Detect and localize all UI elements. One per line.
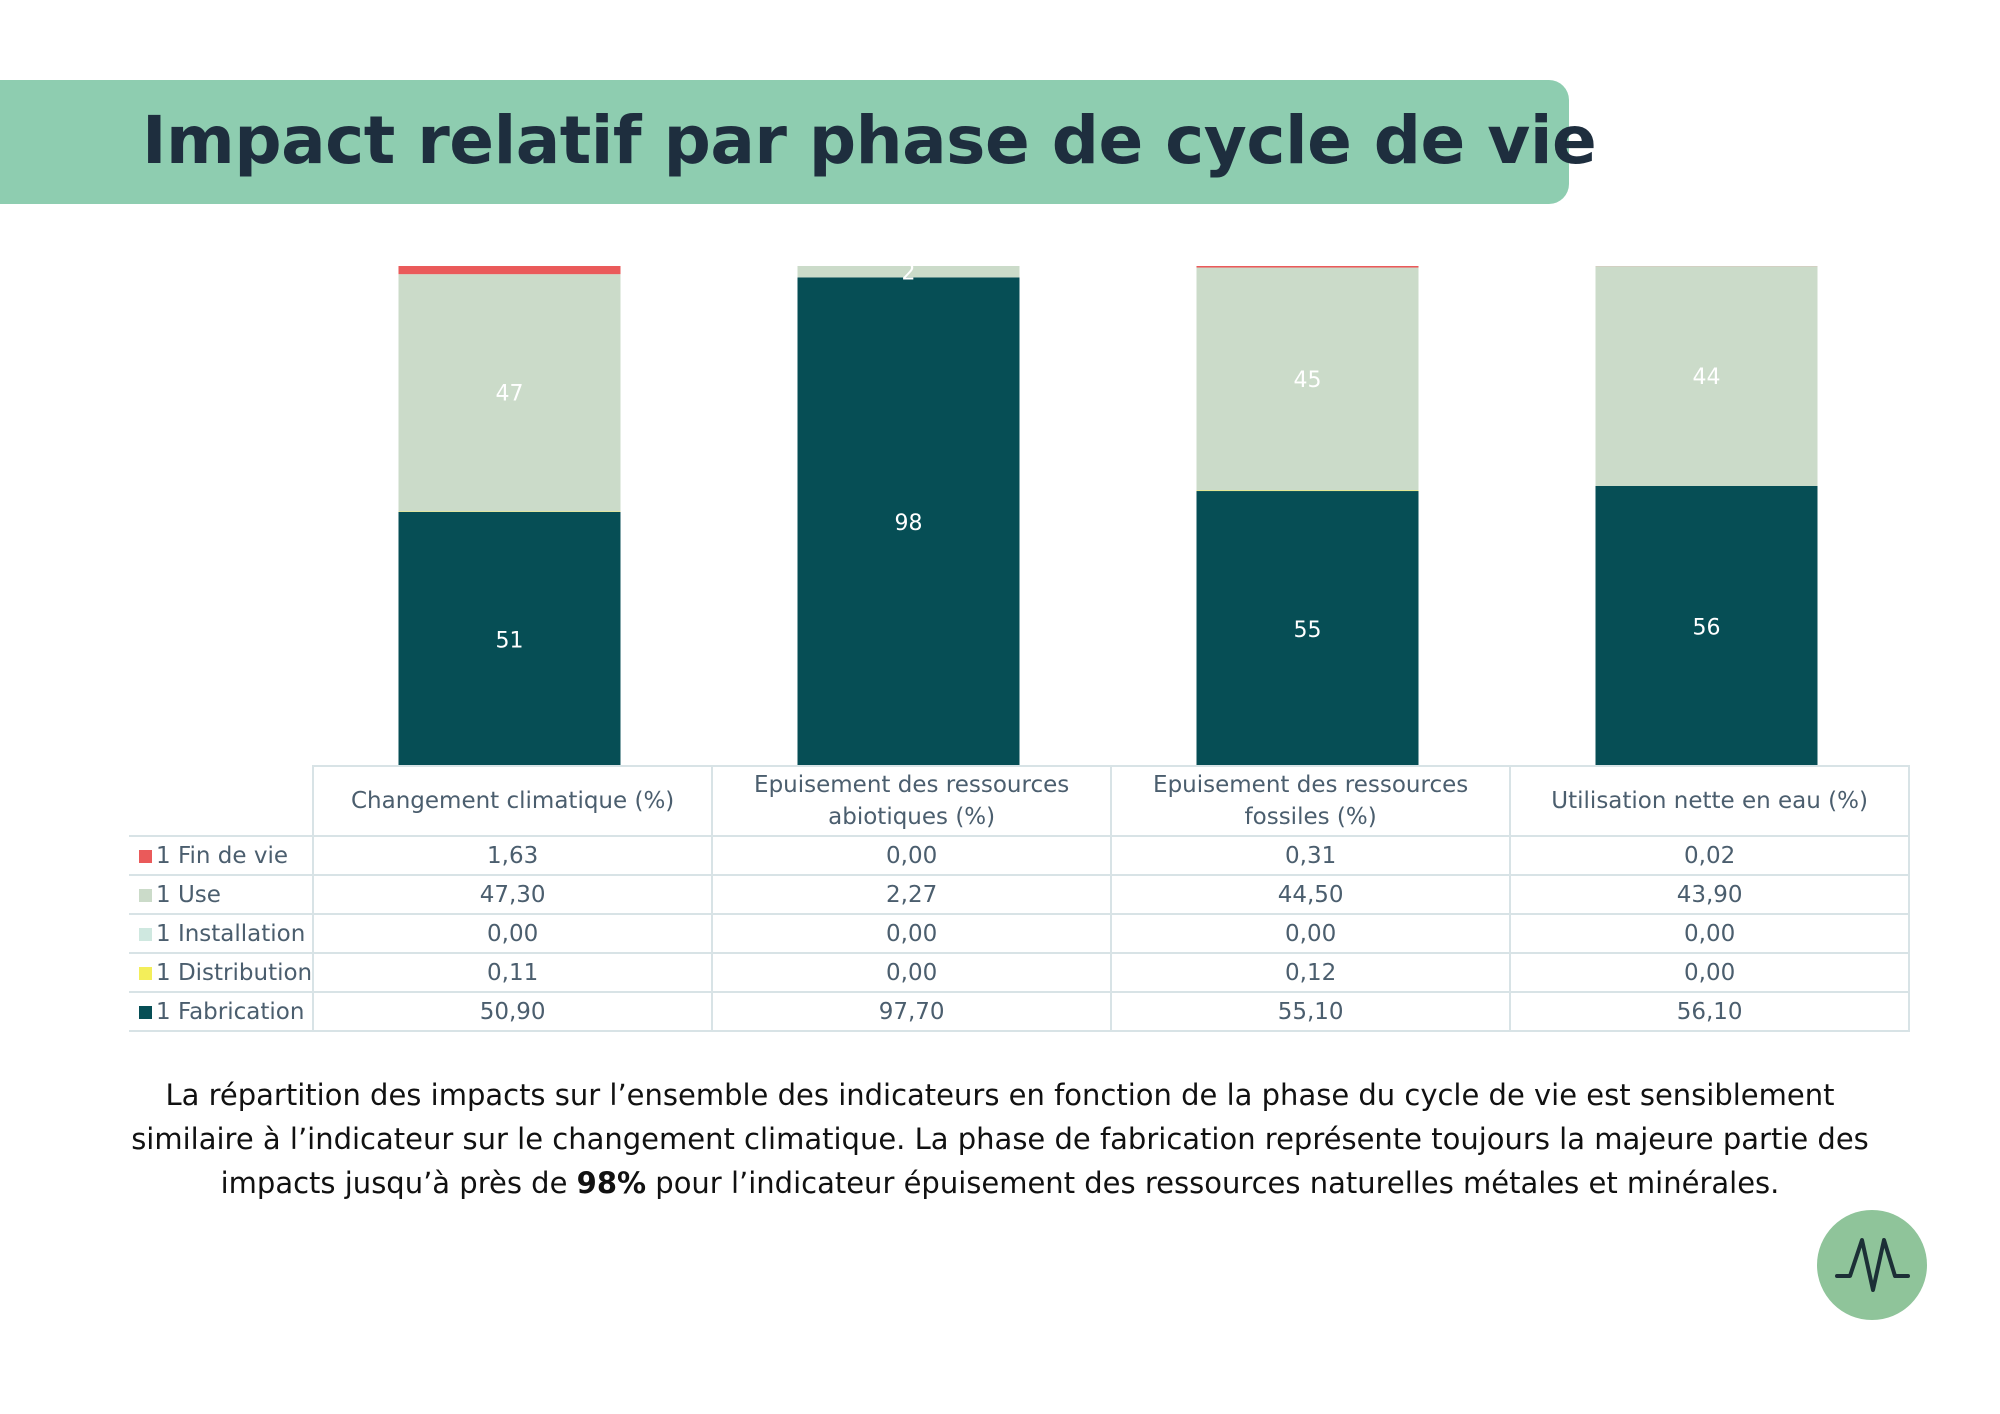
bar-segment — [398, 511, 621, 767]
legend-swatch — [139, 927, 152, 941]
bar-segment — [1196, 267, 1419, 491]
table-row: 1 Fabrication 50,90 97,70 55,10 56,10 — [129, 991, 1911, 1032]
legend-swatch — [139, 966, 152, 980]
column-header: Changement climatique (%) — [312, 765, 714, 837]
table-cell: 97,70 — [711, 991, 1113, 1032]
table-cell: 50,90 — [312, 991, 714, 1032]
table-row: 1 Fin de vie 1,63 0,00 0,31 0,02 — [129, 835, 1911, 876]
data-label: 55 — [1294, 618, 1322, 643]
table-cell: 0,02 — [1509, 835, 1911, 876]
legend-label: 1 Distribution — [156, 959, 313, 986]
legend-swatch — [139, 849, 152, 863]
bar-segment — [1196, 266, 1419, 268]
data-label: 44 — [1693, 365, 1721, 390]
data-label: 47 — [496, 382, 524, 407]
column-header: Epuisement des ressources fossiles (%) — [1110, 765, 1512, 837]
legend-entry: 1 Fabrication — [129, 991, 315, 1032]
logo-mark-icon — [1817, 1210, 1927, 1320]
legend-entry: 1 Fin de vie — [129, 835, 315, 876]
bar-segment — [398, 274, 621, 512]
data-label: 98 — [895, 511, 923, 536]
legend-entry: 1 Distribution — [129, 952, 315, 993]
bar-segment — [1595, 485, 1818, 767]
table-cell: 44,50 — [1110, 874, 1512, 915]
data-label: 51 — [496, 628, 524, 653]
table-cell: 55,10 — [1110, 991, 1512, 1032]
bar-segment — [398, 511, 621, 512]
table-cell: 0,00 — [312, 913, 714, 954]
chart-data-table: Changement climatique (%) Epuisement des… — [129, 765, 1911, 1032]
legend-entry: 1 Use — [129, 874, 315, 915]
legend-label: 1 Installation — [156, 920, 306, 947]
table-cell: 2,27 — [711, 874, 1113, 915]
table-cell: 0,00 — [711, 952, 1113, 993]
table-cell: 56,10 — [1509, 991, 1911, 1032]
title-banner: Impact relatif par phase de cycle de vie — [0, 80, 1597, 204]
data-label: 2 — [902, 261, 916, 286]
table-cell: 0,00 — [1509, 913, 1911, 954]
table-cell: 0,00 — [711, 835, 1113, 876]
page-title: Impact relatif par phase de cycle de vie — [142, 102, 1597, 179]
table-cell: 47,30 — [312, 874, 714, 915]
table-cell: 0,00 — [1509, 952, 1911, 993]
data-label: 45 — [1294, 368, 1322, 393]
table-cell: 0,00 — [711, 913, 1113, 954]
table-row: 1 Use 47,30 2,27 44,50 43,90 — [129, 874, 1911, 915]
bar-segment — [398, 266, 621, 275]
table-cell: 43,90 — [1509, 874, 1911, 915]
column-header: Utilisation nette en eau (%) — [1509, 765, 1911, 837]
legend-entry: 1 Installation — [129, 913, 315, 954]
table-cell: 0,31 — [1110, 835, 1512, 876]
data-label: 56 — [1693, 615, 1721, 640]
stacked-bar-chart: 51 47 98 2 55 45 56 44 — [398, 261, 1818, 767]
bar-segment — [1595, 266, 1818, 486]
bar-segment — [797, 266, 1020, 278]
table-cell: 0,12 — [1110, 952, 1512, 993]
caption-text: La répartition des impacts sur l’ensembl… — [120, 1073, 1880, 1205]
table-cell: 0,00 — [1110, 913, 1512, 954]
legend-label: 1 Use — [156, 881, 221, 908]
table-row: 1 Distribution 0,11 0,00 0,12 0,00 — [129, 952, 1911, 993]
table-row: 1 Installation 0,00 0,00 0,00 0,00 — [129, 913, 1911, 954]
bar-segment — [1196, 491, 1419, 767]
legend-swatch — [139, 1005, 152, 1019]
legend-label: 1 Fin de vie — [156, 842, 288, 869]
table-body: 1 Fin de vie 1,63 0,00 0,31 0,02 1 Use 47,30 2,… — [129, 835, 1911, 1032]
table-cell: 1,63 — [312, 835, 714, 876]
caption-part-2: pour l’indicateur épuisement des ressour… — [646, 1166, 1780, 1200]
table-corner — [129, 766, 313, 836]
legend-label: 1 Fabrication — [156, 998, 305, 1025]
caption-highlight: 98% — [576, 1166, 647, 1200]
bar-segment — [797, 277, 1020, 767]
column-header: Epuisement des ressources abiotiques (%) — [711, 765, 1113, 837]
caption-part-1: La répartition des impacts sur l’ensembl… — [131, 1078, 1869, 1200]
table-cell: 0,11 — [312, 952, 714, 993]
table-header-row: Changement climatique (%) Epuisement des… — [129, 765, 1911, 837]
legend-swatch — [139, 888, 152, 902]
bar-segment — [1196, 490, 1419, 492]
